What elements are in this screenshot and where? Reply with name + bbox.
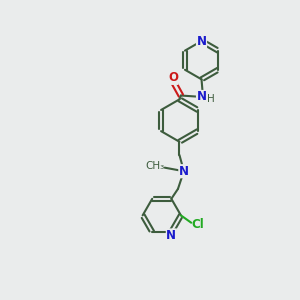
Text: CH₃: CH₃ (146, 161, 165, 171)
Text: Cl: Cl (191, 218, 204, 231)
Text: N: N (196, 91, 206, 103)
Text: N: N (166, 229, 176, 242)
Text: H: H (207, 94, 215, 104)
Text: O: O (168, 71, 178, 84)
Text: N: N (196, 34, 206, 48)
Text: N: N (179, 165, 189, 178)
